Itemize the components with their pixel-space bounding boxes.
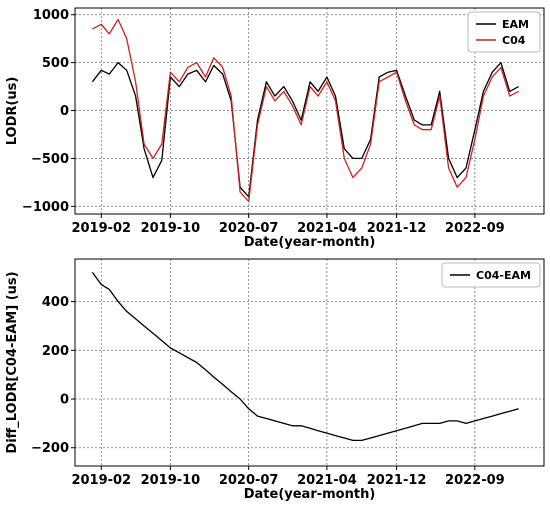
x-tick-label: 2019-10 — [141, 221, 201, 236]
y-axis-label: LODR(us) — [5, 77, 20, 146]
x-tick-label: 2019-10 — [141, 473, 201, 488]
series-line-eam — [91, 61, 519, 198]
legend-box — [467, 11, 541, 53]
ticks: 2019-02 2019-10 2020-07 2021-04 2021-12 2022-… — [22, 8, 505, 236]
x-tick-label: 2021-04 — [297, 221, 357, 236]
x-tick-label: 2020-07 — [219, 473, 279, 488]
legend-label: EAM — [502, 18, 529, 31]
x-tick-label: 2019-02 — [71, 221, 131, 236]
y-axis-label: Diff_LODR[C04-EAM] (us) — [5, 271, 20, 453]
y-tick-label: 400 — [42, 295, 69, 310]
x-tick-label: 2020-07 — [219, 221, 279, 236]
series-group — [91, 18, 519, 203]
y-tick-label: 200 — [42, 344, 69, 359]
x-tick-label: 2022-09 — [445, 473, 505, 488]
x-tick-label: 2021-12 — [367, 473, 427, 488]
y-tick-label: 0 — [60, 104, 69, 119]
y-tick-label: 1000 — [33, 8, 69, 23]
legend-label: C04-EAM — [476, 269, 531, 282]
x-tick-label: 2021-12 — [367, 221, 427, 236]
legend: C04-EAM — [441, 262, 541, 288]
legend-box — [441, 262, 541, 288]
legend-label: C04 — [502, 34, 526, 47]
grid — [75, 259, 544, 466]
x-tick-label: 2019-02 — [71, 473, 131, 488]
x-axis-label: Date(year-month) — [244, 235, 376, 250]
y-tick-label: 0 — [60, 393, 69, 408]
series-group — [91, 272, 519, 442]
y-tick-label: −200 — [31, 441, 69, 456]
diff-lodr-chart: 2019-02 2019-10 2020-07 2021-04 2021-12 2022-… — [5, 258, 545, 502]
lodr-chart: 2019-02 2019-10 2020-07 2021-04 2021-12 2022-… — [5, 7, 545, 250]
x-tick-label: 2021-04 — [297, 473, 357, 488]
plot-frame — [74, 258, 545, 467]
series-line-c04 — [92, 18, 519, 203]
y-tick-label: −500 — [31, 152, 69, 167]
x-tick-label: 2022-09 — [445, 221, 505, 236]
series-line-c04-eam — [91, 272, 519, 442]
y-tick-label: −1000 — [22, 200, 69, 215]
y-tick-label: 500 — [42, 56, 69, 71]
x-axis-label: Date(year-month) — [244, 487, 376, 502]
ticks: 2019-02 2019-10 2020-07 2021-04 2021-12 2022-… — [31, 295, 505, 488]
legend: EAM C04 — [467, 11, 541, 53]
